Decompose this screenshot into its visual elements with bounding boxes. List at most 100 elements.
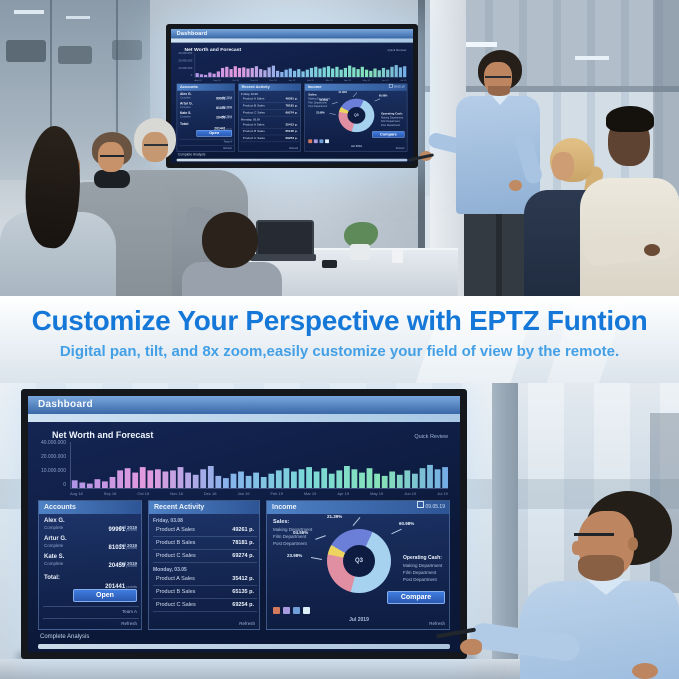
presenter-zoomed-hand <box>460 639 482 655</box>
operating-cash-label: Operating Cash: <box>403 555 442 561</box>
y-axis-label: 10.000.000 <box>178 66 193 70</box>
divider <box>241 115 300 117</box>
accounts-panel: Accounts Alex G. Complete 99991 points Jul 2… <box>176 83 235 152</box>
account-value: 81031 points <box>65 536 137 554</box>
x-axis-label: Aug 18 <box>70 491 83 496</box>
bar <box>309 67 314 78</box>
marketing-banner: Customize Your Perspective with EPTZ Fun… <box>0 296 679 383</box>
recent-activity-header: Recent Activity <box>149 501 259 514</box>
zoomed-tv: Dashboard Net Worth and Forecast Quick Rev… <box>21 389 467 659</box>
bar <box>343 67 348 78</box>
income-header: Income <box>304 83 407 91</box>
x-axis-label: Nov 18 <box>250 78 258 82</box>
team-link[interactable]: Team A <box>121 609 137 614</box>
divider <box>43 606 139 607</box>
donut-leader-line <box>391 528 402 535</box>
x-axis-label: Sep 18 <box>103 491 117 496</box>
donut-percent-label: 21.39% <box>338 90 348 94</box>
y-axis-label: 20.000.000 <box>40 454 66 460</box>
y-axis-label: 0 <box>190 74 193 78</box>
compare-button[interactable]: Compare <box>372 131 405 138</box>
accounts-panel: Accounts Alex G. Complete 99991 points Jul 2… <box>38 500 142 630</box>
activity-row-label: Product C Sales <box>156 602 196 608</box>
activity-row-value: 78181 p. <box>285 104 298 108</box>
quick-review-link[interactable]: Quick Review <box>414 434 448 440</box>
person-cream-sweater-man <box>580 106 679 296</box>
income-refresh-link[interactable]: Refresh <box>429 621 445 626</box>
presenter-zoomed-glasses <box>574 533 614 536</box>
bar <box>155 469 161 488</box>
bar <box>94 479 101 488</box>
dashboard-titlebar: Dashboard <box>28 396 460 414</box>
ceiling-light <box>66 16 90 19</box>
legend-swatch <box>283 607 290 614</box>
bar <box>260 477 267 488</box>
recent-refresh-link[interactable]: Refresh <box>239 621 255 626</box>
bar <box>297 69 301 78</box>
activity-day-label: Friday, 03.08 <box>241 92 258 96</box>
accounts-refresh-link[interactable]: Refresh <box>223 146 233 150</box>
donut-percent-label: 04.55% <box>293 530 309 535</box>
bar <box>280 71 284 78</box>
account-unit: points <box>225 97 233 101</box>
income-panel: Income 09.05.19 Sales: Making Department Fil… <box>266 500 450 630</box>
bar <box>199 74 204 78</box>
activity-day-label: Monday, 03.05 <box>153 567 187 573</box>
networth-title: Net Worth and Forecast <box>52 430 154 440</box>
activity-day-label: Friday, 03.08 <box>153 518 183 524</box>
income-refresh-link[interactable]: Refresh <box>395 146 405 150</box>
team-link[interactable]: Team A <box>223 140 233 144</box>
bar <box>229 69 233 78</box>
activity-row-label: Product C Sales <box>156 553 196 559</box>
x-axis-label: Sep 18 <box>213 78 221 82</box>
bar <box>216 71 220 78</box>
recent-activity-header: Recent Activity <box>238 83 301 91</box>
compare-button[interactable]: Compare <box>387 591 445 604</box>
x-axis-label: Jan 19 <box>237 491 250 496</box>
account-status: Complete <box>44 561 64 566</box>
bar <box>404 470 411 488</box>
bar <box>403 66 407 78</box>
presenter-zoomed-nose <box>572 541 584 555</box>
x-axis-label: Aug 18 <box>194 78 202 82</box>
wall-tv: Dashboard Net Worth and Forecast Quick Rev… <box>166 24 418 168</box>
banner-headline: Customize Your Perspective with EPTZ Fun… <box>31 305 648 336</box>
dashboard-title: Dashboard <box>176 30 208 37</box>
quick-review-link[interactable]: Quick Review <box>387 48 407 53</box>
presenter-zoomed-hand-right <box>632 663 658 679</box>
account-value: 99991 points <box>192 93 232 102</box>
accounts-total-label: Total: <box>179 122 189 126</box>
account-value: 20459 points <box>65 554 137 572</box>
bar <box>398 67 403 78</box>
x-axis-line <box>70 488 448 489</box>
income-date-text: 09.05.19 <box>425 504 445 510</box>
recent-activity-panel: Recent Activity Friday, 03.08 Product A Sa… <box>148 500 260 630</box>
x-axis-label: Apr 19 <box>337 491 350 496</box>
open-button[interactable]: Open <box>73 589 137 602</box>
bar <box>427 464 433 488</box>
bar <box>322 67 326 78</box>
bar <box>314 66 318 78</box>
divider <box>241 134 300 136</box>
x-axis-labels: Aug 18 Sep 18 Oct 18 Nov 18 Dec 18 Jan 19 Feb … <box>195 79 407 82</box>
account-points: 99991 <box>108 527 126 533</box>
open-button[interactable]: Open <box>196 130 233 137</box>
accounts-refresh-link[interactable]: Refresh <box>121 621 137 626</box>
income-date-text: 09.05.19 <box>393 85 405 89</box>
y-axis-line <box>70 442 71 488</box>
account-name: Kate S. <box>44 554 65 560</box>
office-furniture <box>6 40 46 62</box>
bar <box>291 471 297 488</box>
bar <box>132 472 139 488</box>
sales-department: Making Department <box>308 97 331 101</box>
activity-row-value: 69274 p. <box>285 111 298 115</box>
bar <box>237 67 242 78</box>
legend-swatch <box>293 607 300 614</box>
account-points: 20459 <box>108 563 126 569</box>
account-value: 99991 points <box>65 518 137 536</box>
person-presenter-zoomed <box>435 453 679 679</box>
activity-row-label: Product B Sales <box>156 589 196 595</box>
recent-refresh-link[interactable]: Refresh <box>289 146 299 150</box>
bar <box>442 467 448 488</box>
bar <box>298 469 305 488</box>
